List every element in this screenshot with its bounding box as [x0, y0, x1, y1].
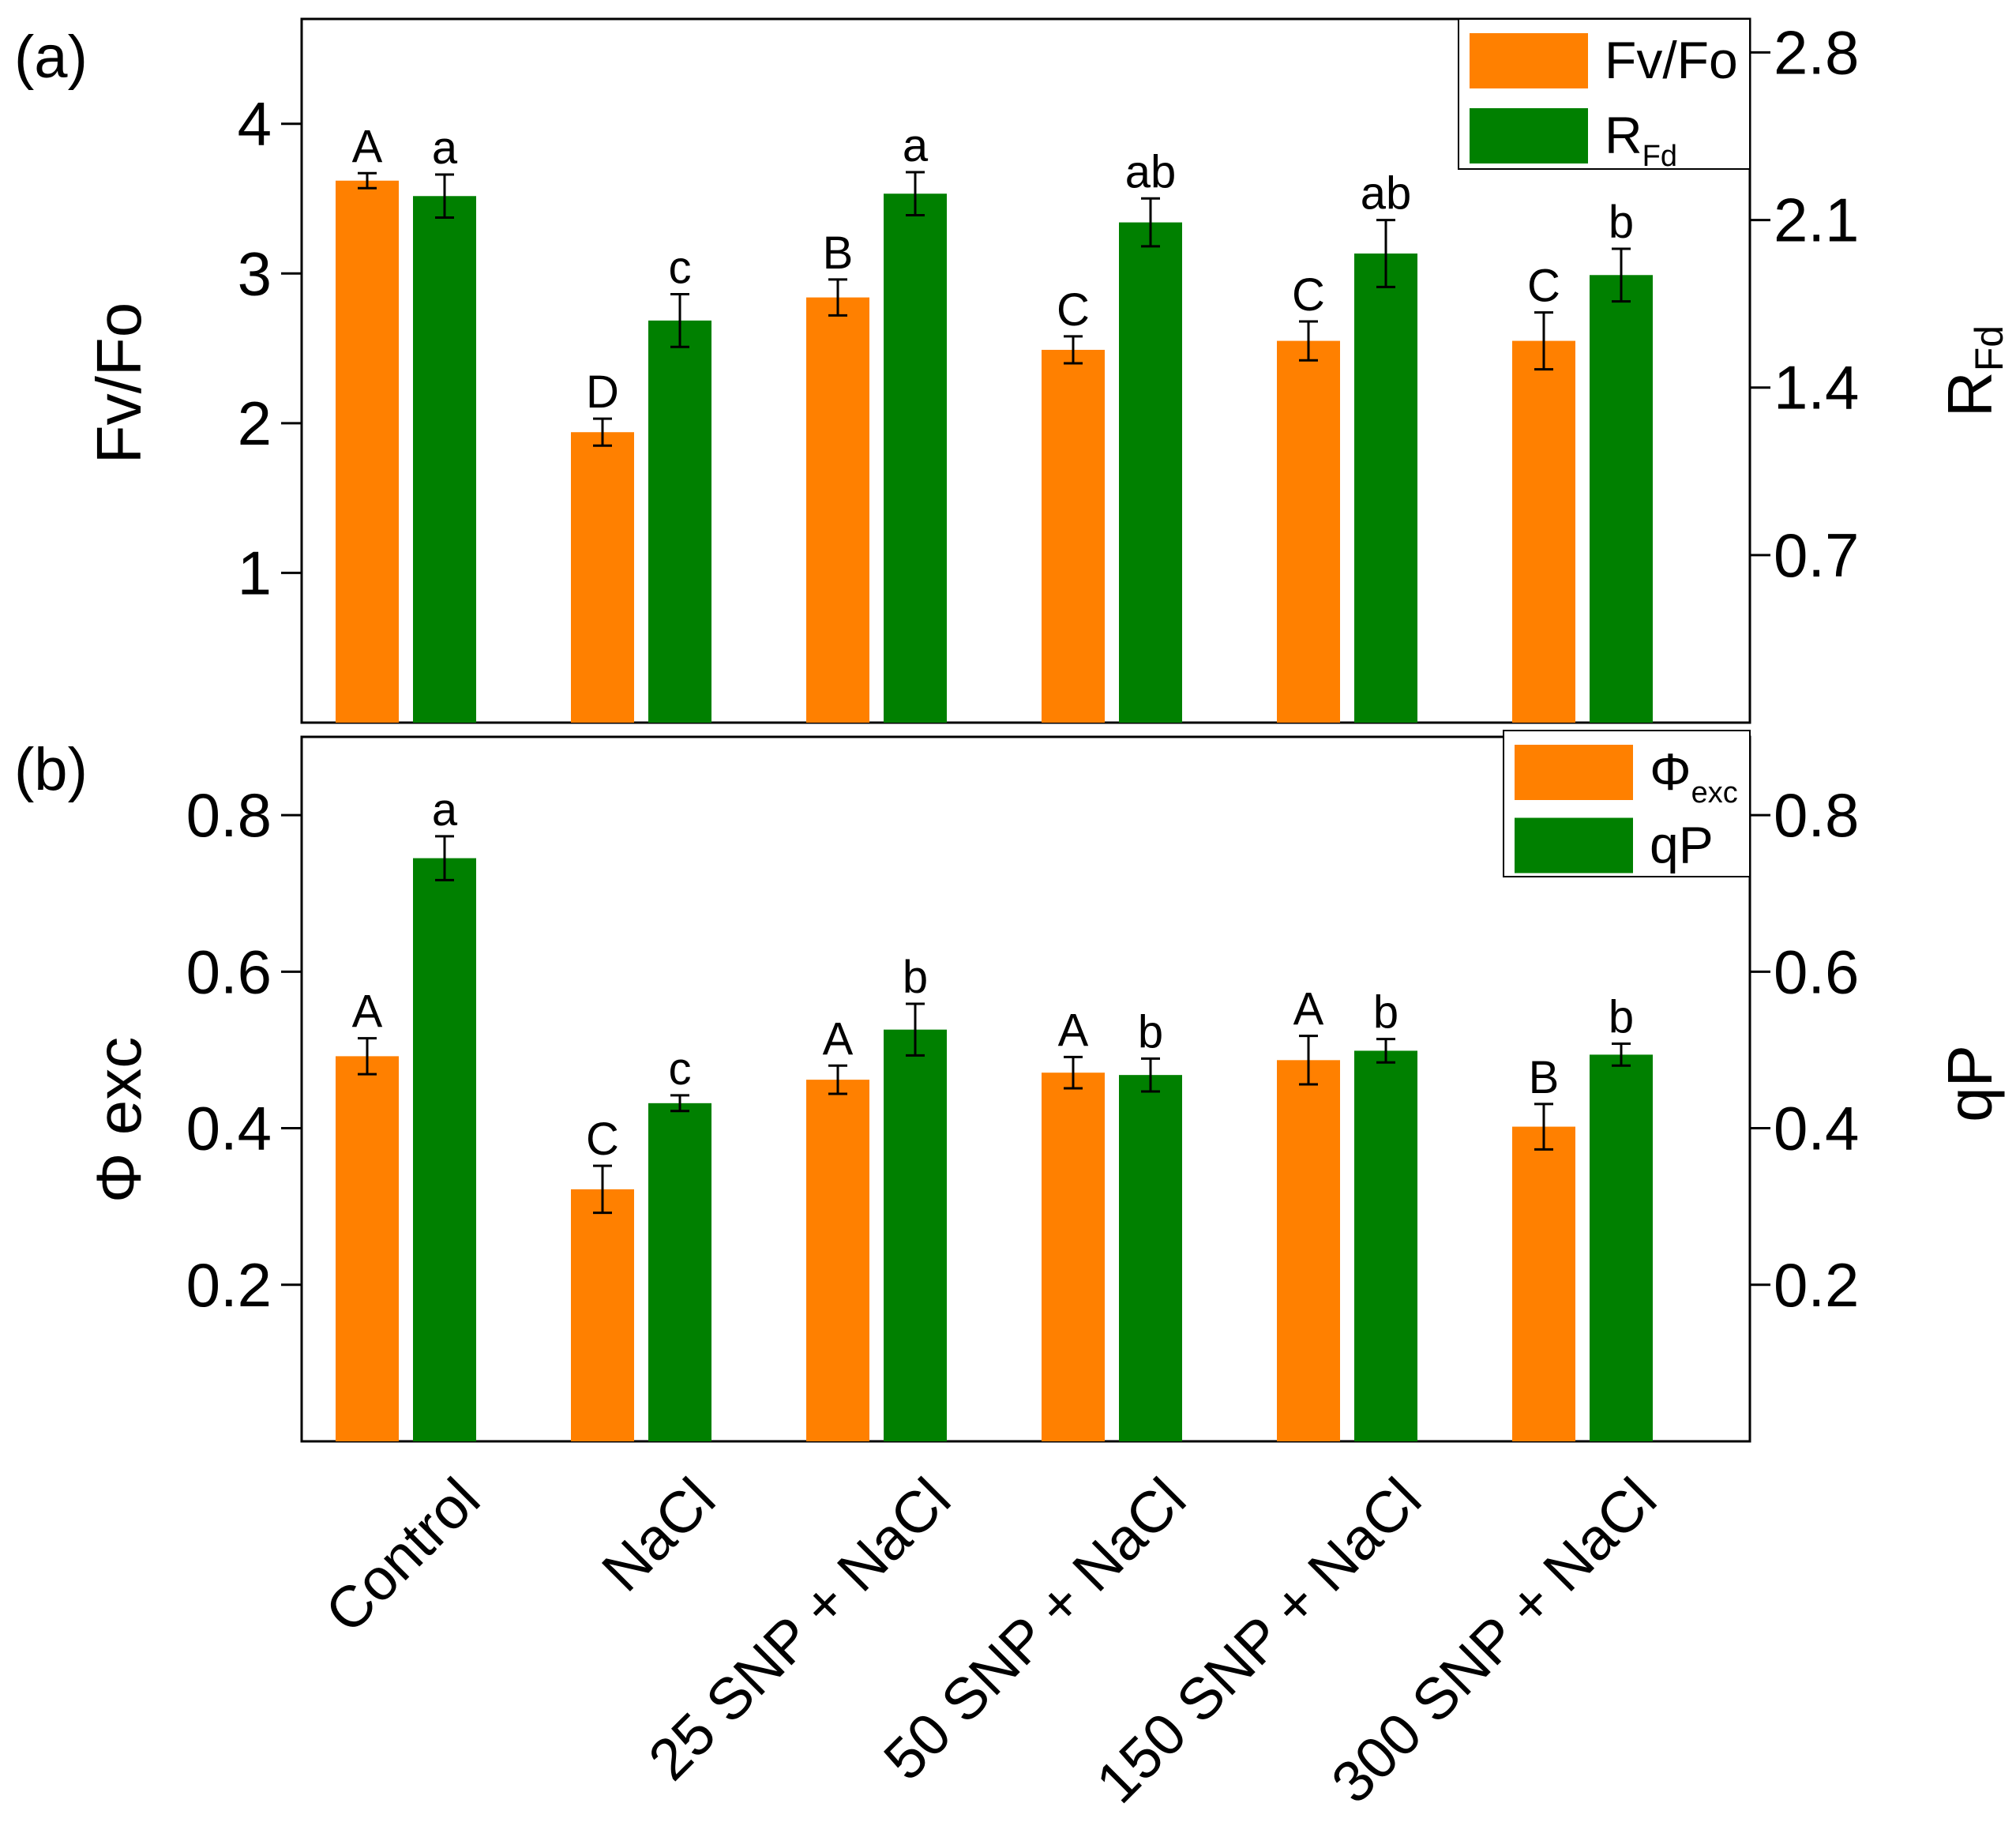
legend-label-Fv/Fo: Fv/Fo	[1605, 31, 1738, 89]
bar-Fv/Fo	[571, 432, 634, 723]
legend-label-main: qP	[1650, 816, 1714, 874]
bar-qP	[1590, 1054, 1653, 1441]
right-axis-title: qP	[1935, 1045, 2005, 1122]
significance-label: D	[586, 366, 619, 418]
right-axis-title-main: qP	[1935, 1045, 2005, 1122]
significance-label: a	[432, 784, 458, 836]
bar-Φexc	[336, 1056, 399, 1441]
legend: Φexc qP	[1503, 730, 1751, 877]
legend-label-qP: qP	[1650, 816, 1714, 874]
significance-label: b	[1373, 987, 1398, 1039]
significance-label: B	[823, 227, 854, 279]
legend-label-subscript: exc	[1691, 776, 1738, 810]
left-axis-tick-label: 3	[238, 239, 272, 308]
legend-swatch-Fv/Fo	[1470, 33, 1588, 88]
legend-label-main: R	[1605, 106, 1642, 164]
left-axis-tick-label: 0.8	[186, 780, 272, 850]
legend-label-RFd: RFd	[1605, 106, 1677, 173]
significance-label: b	[1138, 1006, 1163, 1058]
significance-label: b	[1609, 992, 1634, 1043]
bar-Fv/Fo	[336, 180, 399, 723]
bar-qP	[884, 1029, 947, 1441]
legend: Fv/Fo RFd	[1458, 18, 1751, 173]
bar-Φexc	[1277, 1060, 1340, 1441]
bar-RFd	[884, 193, 947, 723]
bar-qP	[648, 1103, 711, 1441]
panel-b: 0.2 0.4 0.6 0.8 0.2 0.4 0.6 0.8 Φ exc qP (b) A C A A A B…	[14, 730, 2005, 1816]
legend-swatch-RFd	[1470, 108, 1588, 163]
legend-label-main: Fv/Fo	[1605, 31, 1738, 89]
right-axis-tick-label: 2.1	[1774, 186, 1859, 255]
category-label: NaCl	[589, 1466, 727, 1604]
bar-RFd	[1354, 254, 1417, 723]
bar-Φexc	[806, 1080, 869, 1441]
right-axis-tick-label: 0.7	[1774, 520, 1859, 590]
significance-label: c	[669, 1043, 692, 1095]
bar-Φexc	[1512, 1126, 1575, 1441]
right-axis-title: RFd	[1935, 325, 2011, 417]
legend-label-main: Φ	[1650, 742, 1691, 801]
significance-label: C	[1057, 284, 1090, 336]
significance-label: b	[1609, 197, 1634, 248]
significance-label: A	[1293, 984, 1324, 1035]
significance-label: a	[432, 122, 458, 174]
significance-label: ab	[1125, 146, 1177, 197]
right-axis-title-subscript: Fd	[1967, 325, 2011, 371]
bar-RFd	[648, 320, 711, 723]
left-axis-tick-label: 0.4	[186, 1094, 272, 1163]
bar-qP	[1354, 1050, 1417, 1441]
significance-label: C	[1292, 269, 1325, 321]
bar-qP	[413, 858, 476, 1441]
bar-Fv/Fo	[1277, 340, 1340, 723]
significance-label: A	[823, 1013, 854, 1065]
bar-qP	[1119, 1075, 1182, 1441]
panel-label: (b)	[14, 736, 88, 803]
significance-label: A	[352, 986, 383, 1038]
left-axis-tick-label: 2	[238, 389, 272, 458]
right-axis-tick-label: 0.8	[1774, 780, 1859, 850]
significance-label: ab	[1361, 168, 1412, 220]
significance-label: C	[586, 1114, 619, 1165]
bar-Fv/Fo	[806, 297, 869, 723]
legend-swatch-Φexc	[1515, 745, 1633, 800]
right-axis-tick-label: 0.6	[1774, 937, 1859, 1006]
bar-RFd	[1590, 275, 1653, 723]
significance-label: a	[903, 120, 929, 171]
left-axis-tick-label: 4	[238, 89, 272, 159]
right-axis-title-main: R	[1935, 371, 2005, 417]
significance-label: B	[1529, 1052, 1560, 1103]
left-axis-tick-label: 0.2	[186, 1250, 272, 1320]
legend-label-Φexc: Φexc	[1650, 742, 1738, 810]
bar-Fv/Fo	[1042, 349, 1105, 723]
plot-frame	[300, 735, 1751, 1443]
bar-RFd	[413, 196, 476, 723]
bar-RFd	[1119, 222, 1182, 723]
significance-label: b	[903, 952, 928, 1003]
plot-frame	[300, 17, 1751, 724]
left-axis-tick-label: 0.6	[186, 937, 272, 1006]
significance-label: c	[669, 242, 692, 294]
legend-swatch-qP	[1515, 817, 1633, 873]
significance-label: A	[352, 121, 383, 172]
bar-Φexc	[571, 1189, 634, 1441]
right-axis-tick-label: 0.2	[1774, 1250, 1859, 1320]
panel-label: (a)	[14, 24, 88, 91]
right-axis-tick-label: 0.4	[1774, 1094, 1859, 1163]
right-axis-tick-label: 2.8	[1774, 17, 1859, 87]
legend-label-subscript: Fd	[1642, 140, 1677, 173]
left-axis-title: Φ exc	[84, 1037, 154, 1204]
bar-Φexc	[1042, 1073, 1105, 1441]
bar-Fv/Fo	[1512, 340, 1575, 723]
significance-label: A	[1058, 1005, 1089, 1056]
category-label: Control	[313, 1466, 492, 1645]
left-axis-tick-label: 1	[238, 538, 272, 607]
significance-label: C	[1527, 261, 1560, 312]
right-axis-tick-label: 1.4	[1774, 353, 1859, 423]
left-axis-title: Fv/Fo	[84, 302, 154, 464]
